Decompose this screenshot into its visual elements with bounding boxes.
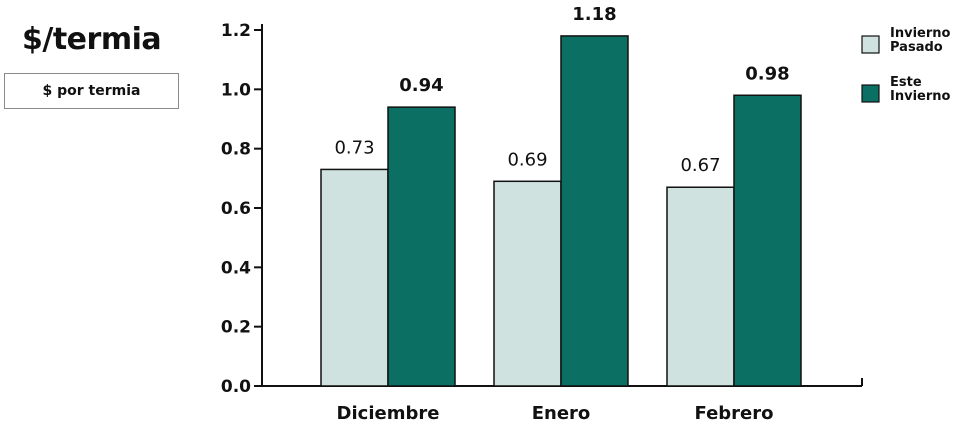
legend-label: Invierno bbox=[890, 26, 951, 41]
bar-this-winter bbox=[733, 94, 802, 387]
unit-label-box: $ por termia bbox=[4, 73, 179, 109]
chart-title: $/termia bbox=[22, 22, 162, 57]
y-tick-label: 0.2 bbox=[221, 318, 251, 338]
x-category-label: Enero bbox=[532, 403, 591, 424]
y-tick-label: 0.8 bbox=[221, 140, 251, 160]
data-label-this-winter: 0.98 bbox=[745, 63, 789, 84]
legend-label: Invierno bbox=[890, 89, 951, 104]
legend-label: Pasado bbox=[890, 40, 943, 55]
legend-swatch-last-winter bbox=[861, 35, 880, 54]
data-label-this-winter: 0.94 bbox=[399, 75, 443, 96]
data-label-this-winter: 1.18 bbox=[572, 4, 616, 25]
y-tick-label: 0.0 bbox=[221, 377, 251, 397]
bar-last-winter bbox=[493, 180, 562, 387]
y-tick-label: 1.0 bbox=[221, 80, 251, 100]
y-tick-label: 0.4 bbox=[221, 258, 251, 278]
unit-label: $ por termia bbox=[42, 83, 141, 99]
data-label-last-winter: 0.67 bbox=[680, 155, 720, 176]
legend-label: Este bbox=[890, 75, 922, 90]
x-category-label: Diciembre bbox=[337, 403, 440, 424]
bar-this-winter bbox=[387, 106, 456, 387]
bar-last-winter bbox=[320, 168, 389, 387]
y-tick-label: 0.6 bbox=[221, 199, 251, 219]
x-category-label: Febrero bbox=[695, 403, 774, 424]
y-axis: 0.0 0.2 0.4 0.6 0.8 1.0 1.2 bbox=[221, 21, 263, 397]
y-tick-label: 1.2 bbox=[221, 21, 251, 41]
legend-swatch-this-winter bbox=[861, 84, 880, 103]
bar-this-winter bbox=[560, 35, 629, 387]
bars: 0.73 0.94 0.69 1.18 0.67 0.98 bbox=[320, 4, 802, 387]
data-label-last-winter: 0.73 bbox=[334, 137, 374, 158]
bar-last-winter bbox=[666, 186, 735, 387]
data-label-last-winter: 0.69 bbox=[507, 149, 547, 170]
